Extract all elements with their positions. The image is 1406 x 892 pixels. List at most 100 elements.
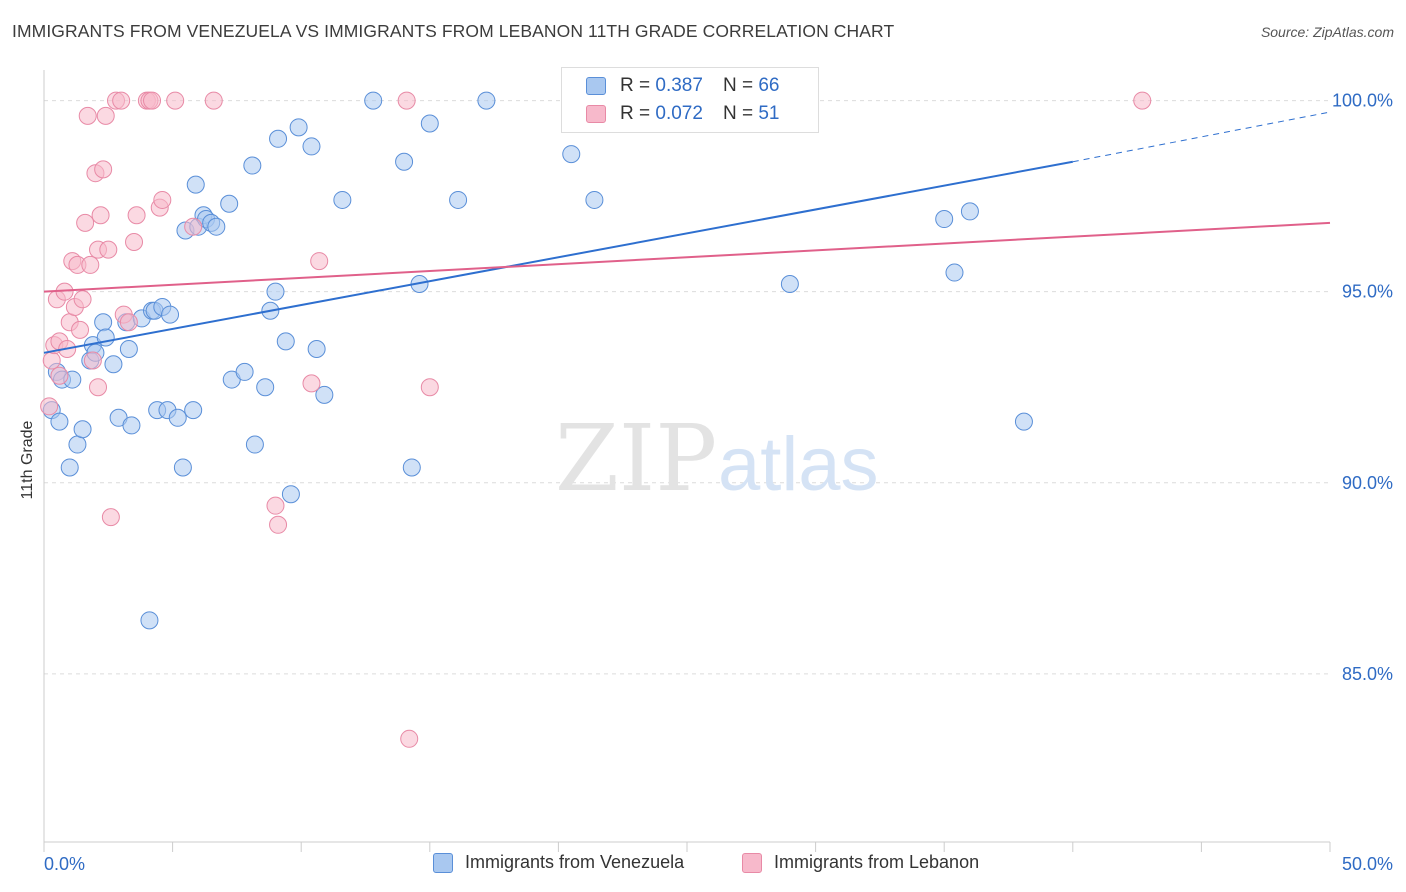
venezuela-point [420, 114, 439, 133]
venezuela-point [243, 156, 262, 175]
lebanon-point [96, 106, 115, 125]
lebanon-point [112, 91, 131, 110]
legend-n-label: N = [722, 103, 754, 124]
venezuela-point [207, 217, 226, 236]
legend-row-lebanon: R = 0.072 N = 51 [586, 102, 779, 126]
x-tick-label-min: 0.0% [44, 854, 85, 874]
lebanon-point [78, 106, 97, 125]
venezuela-point [935, 210, 954, 229]
venezuela-point [281, 485, 300, 504]
stats-legend: R = 0.387 N = 66 R = 0.072 N = 51 [561, 67, 819, 133]
venezuela-point [266, 282, 285, 301]
lebanon-point [400, 729, 419, 748]
lebanon-point [81, 255, 100, 274]
lebanon-point [89, 378, 108, 397]
venezuela-point [140, 611, 159, 630]
venezuela-point [184, 401, 203, 420]
venezuela-point [315, 385, 334, 404]
legend-swatch-venezuela [586, 77, 606, 95]
venezuela-point [269, 129, 288, 148]
venezuela-points [42, 91, 1033, 630]
venezuela-point [302, 137, 321, 156]
lebanon-point [127, 206, 146, 225]
legend-label-venezuela: Immigrants from Venezuela [465, 852, 685, 872]
legend-n-lebanon: 51 [758, 103, 780, 124]
y-tick-label: 95.0% [1342, 282, 1393, 302]
venezuela-point [945, 263, 964, 282]
legend-r-label: R = [620, 103, 651, 124]
y-tick-label: 100.0% [1332, 91, 1393, 111]
lebanon-point [269, 515, 288, 534]
lebanon-point [266, 496, 285, 515]
venezuela-point [245, 435, 264, 454]
lebanon-point [310, 252, 329, 271]
x-tick-label-max: 50.0% [1342, 854, 1393, 874]
lebanon-point [76, 213, 95, 232]
lebanon-point [40, 397, 59, 416]
legend-r-lebanon: 0.072 [655, 103, 703, 124]
legend-swatch-lebanon [742, 852, 762, 873]
legend-row-venezuela: R = 0.387 N = 66 [586, 74, 779, 98]
lebanon-point [83, 351, 102, 370]
venezuela-point [477, 91, 496, 110]
source-label: Source: ZipAtlas.com [1260, 24, 1394, 40]
lebanon-point [73, 290, 92, 309]
lebanon-point [204, 91, 223, 110]
venezuela-point [60, 458, 79, 477]
y-tick-label: 85.0% [1342, 664, 1393, 684]
lebanon-point [125, 232, 144, 251]
legend-item-lebanon[interactable]: Immigrants from Lebanon [742, 852, 979, 873]
watermark-zip: ZIP [555, 405, 717, 512]
venezuela-point [402, 458, 421, 477]
venezuela-point [562, 145, 581, 164]
legend-swatch-venezuela [433, 852, 453, 873]
lebanon-trend-line [43, 221, 1331, 293]
legend-r-label: R = [620, 75, 651, 96]
venezuela-point [96, 328, 115, 347]
venezuela-point [119, 339, 138, 358]
lebanon-point [184, 217, 203, 236]
venezuela-trend-line [43, 160, 1073, 354]
axes [43, 70, 1331, 852]
legend-n-label: N = [722, 75, 754, 96]
venezuela-point [1014, 412, 1033, 431]
venezuela-point [276, 332, 295, 351]
legend-swatch-lebanon [586, 105, 606, 123]
venezuela-point [449, 190, 468, 209]
venezuela-point [173, 458, 192, 477]
venezuela-point [94, 313, 113, 332]
lebanon-point [71, 320, 90, 339]
venezuela-point [585, 190, 604, 209]
venezuela-point [333, 190, 352, 209]
lebanon-point [50, 366, 69, 385]
legend-n-venezuela: 66 [758, 75, 780, 96]
lebanon-point [302, 374, 321, 393]
y-tick-label: 90.0% [1342, 473, 1393, 493]
venezuela-point [220, 194, 239, 213]
venezuela-point [50, 412, 69, 431]
lebanon-point [420, 378, 439, 397]
lebanon-point [1133, 91, 1152, 110]
venezuela-point [73, 420, 92, 439]
legend-r-venezuela: 0.387 [655, 75, 703, 96]
lebanon-point [91, 206, 110, 225]
lebanon-point [42, 351, 61, 370]
venezuela-point [161, 305, 180, 324]
gridlines [44, 100, 1330, 675]
venezuela-point [235, 362, 254, 381]
lebanon-point [101, 508, 120, 527]
lebanon-point [99, 240, 118, 259]
lebanon-point [153, 190, 172, 209]
venezuela-point [364, 91, 383, 110]
legend-label-lebanon: Immigrants from Lebanon [774, 852, 980, 872]
venezuela-point [168, 408, 187, 427]
venezuela-point [395, 152, 414, 171]
venezuela-point [960, 202, 979, 221]
watermark-atlas: atlas [718, 422, 879, 507]
venezuela-point [122, 416, 141, 435]
venezuela-point [68, 435, 87, 454]
venezuela-point [289, 118, 308, 137]
lebanon-points [40, 91, 1152, 748]
legend-item-venezuela[interactable]: Immigrants from Venezuela [433, 852, 684, 873]
